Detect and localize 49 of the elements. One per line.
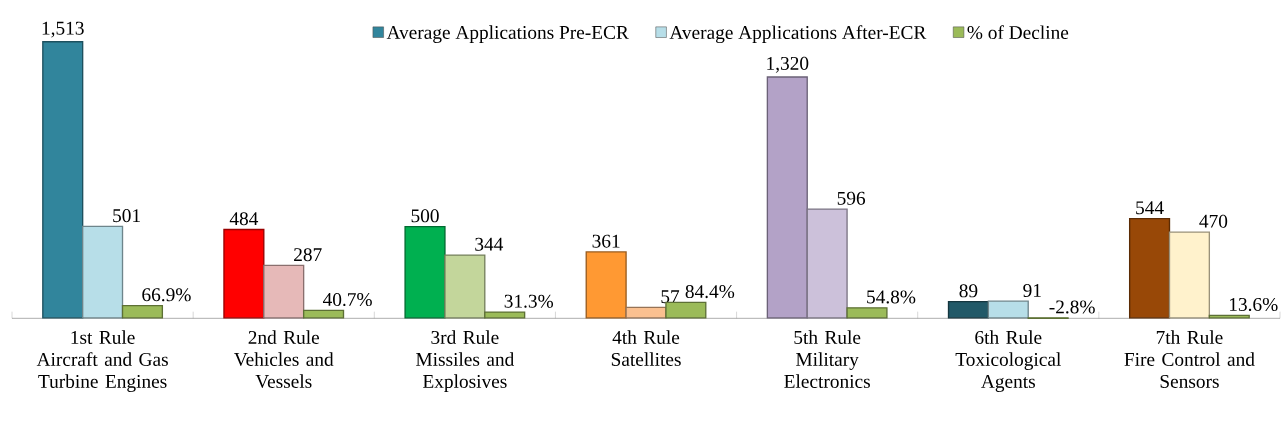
- data-label: 31.3%: [504, 294, 554, 308]
- bar: [444, 254, 486, 319]
- x-tick-label: 5th Rule Military Electronics: [784, 330, 870, 388]
- data-label: 344: [475, 237, 504, 251]
- bar: [263, 264, 305, 319]
- data-label: 13.6%: [1229, 297, 1278, 312]
- bar: [82, 225, 124, 319]
- x-tick-label: 7th Rule Fire Control and Sensors: [1124, 330, 1255, 388]
- bar: [1128, 217, 1171, 319]
- bar: [987, 300, 1029, 319]
- data-label: 54.8%: [867, 290, 916, 304]
- bar: [404, 225, 446, 319]
- data-label: 484: [229, 212, 259, 226]
- bar: [625, 306, 667, 319]
- bar: [223, 228, 265, 319]
- data-label: 287: [294, 248, 322, 262]
- x-tick-label: 1st Rule Aircraft and Gas Turbine Engines: [36, 330, 168, 392]
- bar: [42, 41, 84, 319]
- legend-label: Average Applications Pre-ECR: [386, 25, 629, 43]
- x-tick-label: 2nd Rule Vehicles and Vessels: [234, 330, 334, 389]
- bar: [846, 307, 888, 319]
- data-label: 66.9%: [142, 288, 191, 302]
- data-label: 500: [411, 209, 439, 223]
- data-label: 596: [837, 191, 866, 205]
- bar: [585, 251, 627, 319]
- legend-label: Average Applications After-ECR: [669, 25, 927, 44]
- bar: [1168, 231, 1211, 319]
- bar: [302, 309, 345, 319]
- data-label: -2.8%: [1049, 300, 1095, 314]
- data-label: 1,513: [42, 21, 84, 38]
- bar: [806, 208, 848, 319]
- data-label: 40.7%: [322, 292, 372, 307]
- x-tick-label: 6th Rule Toxicological Agents: [955, 330, 1061, 392]
- data-label: 84.4%: [685, 285, 735, 299]
- bar: [484, 311, 526, 319]
- legend-label: % of Decline: [967, 25, 1069, 40]
- data-label: 361: [592, 234, 620, 248]
- bar: [121, 304, 164, 319]
- x-tick-label: 4th Rule Satellites: [611, 330, 681, 366]
- data-label: 501: [113, 209, 140, 223]
- bar: [766, 76, 808, 319]
- bar: [947, 300, 990, 319]
- data-label: 470: [1199, 214, 1228, 228]
- x-tick-label: 3rd Rule Missiles and Explosives: [416, 330, 515, 392]
- data-label: 89: [959, 284, 978, 298]
- data-label: 57: [661, 290, 680, 304]
- data-label: 1,320: [767, 56, 809, 73]
- data-label: 91: [1023, 283, 1041, 297]
- data-label: 544: [1136, 201, 1164, 215]
